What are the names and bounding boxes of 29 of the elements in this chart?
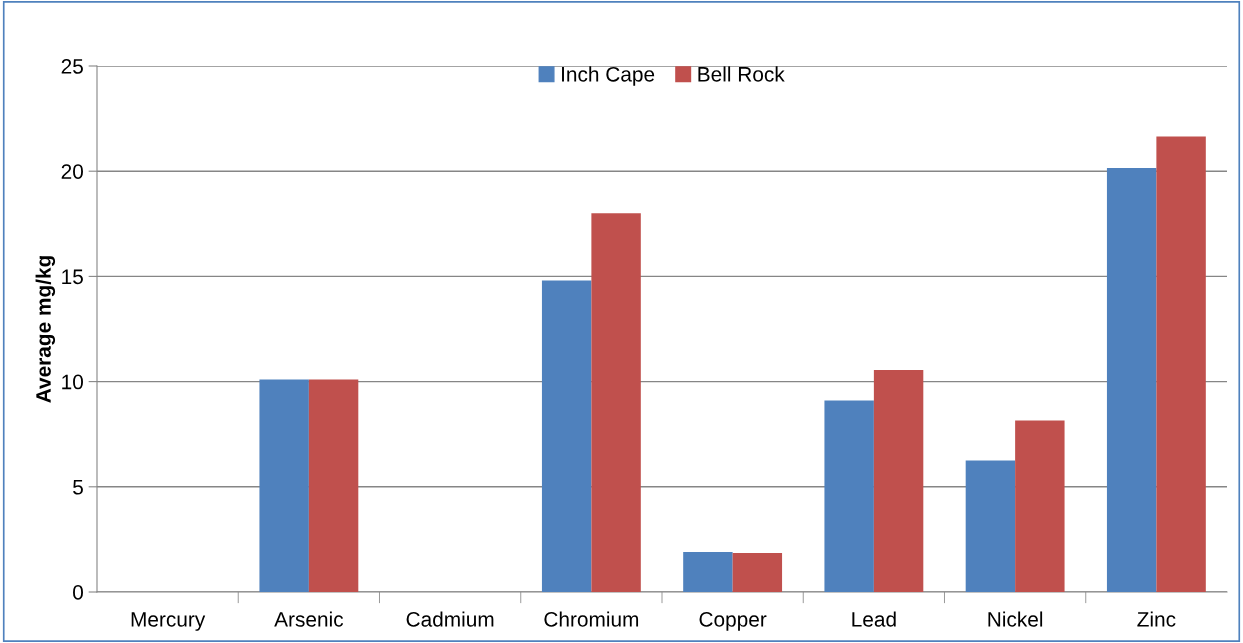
legend-label: Bell Rock bbox=[698, 66, 785, 82]
bar bbox=[732, 553, 783, 592]
bar bbox=[873, 370, 924, 592]
bar bbox=[591, 213, 641, 592]
x-tick-label: Lead bbox=[852, 611, 896, 627]
x-tick-label: Arsenic bbox=[274, 611, 344, 627]
bar bbox=[683, 552, 733, 592]
y-tick-label: 15 bbox=[62, 269, 83, 285]
y-tick-label: 20 bbox=[61, 164, 83, 179]
y-tick-label: 5 bbox=[73, 480, 83, 495]
y-axis-title: Average mg/kg bbox=[35, 256, 56, 403]
bar bbox=[1156, 136, 1206, 592]
x-tick-label: Cadmium bbox=[406, 611, 494, 627]
bar bbox=[1106, 168, 1157, 592]
bar bbox=[541, 280, 592, 592]
bar bbox=[259, 379, 309, 592]
x-tick-label: Mercury bbox=[131, 612, 206, 631]
x-tick-label: Zinc bbox=[1137, 611, 1176, 627]
bar bbox=[824, 400, 874, 592]
y-tick-label: 0 bbox=[73, 585, 83, 600]
y-tick-label: 25 bbox=[61, 59, 83, 74]
x-tick-label: Copper bbox=[699, 611, 767, 631]
bar bbox=[308, 379, 359, 592]
x-tick-label: Nickel bbox=[988, 611, 1043, 627]
legend-label: Inch Cape bbox=[562, 66, 655, 86]
y-tick-label: 10 bbox=[62, 374, 83, 390]
x-tick-label: Chromium bbox=[544, 611, 639, 627]
bar bbox=[1015, 420, 1065, 592]
bar bbox=[965, 460, 1016, 592]
